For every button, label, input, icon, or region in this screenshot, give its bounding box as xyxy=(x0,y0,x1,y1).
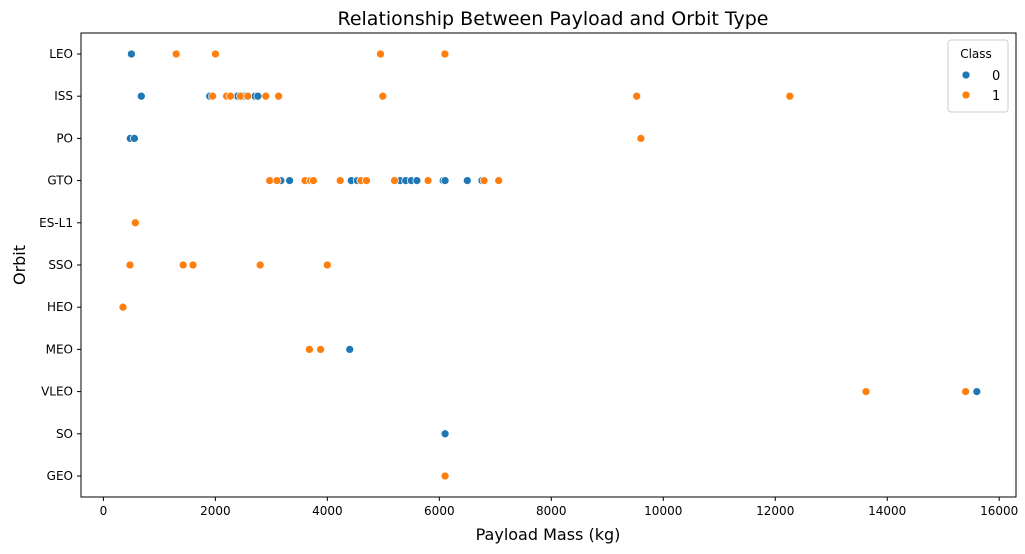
legend-title: Class xyxy=(960,47,992,61)
data-point-class-1 xyxy=(226,91,235,101)
legend-marker-class-0 xyxy=(961,70,971,80)
y-axis-label: Orbit xyxy=(10,245,29,285)
data-point-class-1 xyxy=(118,302,128,312)
y-tick-label: HEO xyxy=(47,300,73,314)
chart-title: Relationship Between Payload and Orbit T… xyxy=(337,8,768,30)
data-point-class-1 xyxy=(316,345,325,354)
data-point-class-0 xyxy=(440,429,450,439)
data-point-class-1 xyxy=(255,260,265,270)
data-point-class-1 xyxy=(265,176,275,185)
x-tick-label: 2000 xyxy=(200,504,231,518)
data-point-class-0 xyxy=(412,176,422,185)
x-axis-label: Payload Mass (kg) xyxy=(476,525,621,544)
data-point-class-1 xyxy=(272,176,282,185)
data-point-class-1 xyxy=(378,91,388,101)
y-tick-label: LEO xyxy=(49,47,73,61)
x-tick-label: 16000 xyxy=(980,504,1018,518)
data-point-class-1 xyxy=(274,91,283,101)
data-point-class-1 xyxy=(423,176,433,185)
data-point-class-1 xyxy=(243,91,253,101)
data-point-class-0 xyxy=(440,176,450,185)
data-point-class-1 xyxy=(309,176,318,185)
data-point-class-0 xyxy=(345,345,355,354)
data-point-class-1 xyxy=(130,218,140,228)
data-point-class-1 xyxy=(211,49,220,59)
data-point-class-1 xyxy=(171,49,181,59)
data-point-class-1 xyxy=(376,49,385,59)
data-point-class-1 xyxy=(236,91,245,101)
data-point-class-1 xyxy=(261,91,271,101)
data-point-class-1 xyxy=(861,387,871,396)
data-point-class-0 xyxy=(136,91,146,101)
y-tick-label: VLEO xyxy=(41,385,73,399)
x-tick-label: 0 xyxy=(100,504,108,518)
y-tick-label: MEO xyxy=(46,342,73,356)
data-point-class-1 xyxy=(961,387,970,396)
data-point-class-1 xyxy=(335,176,345,185)
y-tick-label: SSO xyxy=(48,258,73,272)
y-tick-label: GTO xyxy=(47,174,73,188)
y-tick-label: ISS xyxy=(54,89,73,103)
data-point-class-1 xyxy=(785,91,795,101)
data-point-class-0 xyxy=(130,134,139,143)
data-point-class-1 xyxy=(390,176,399,185)
data-point-class-1 xyxy=(305,345,314,354)
legend: Class 0 1 xyxy=(947,39,1009,113)
data-point-class-1 xyxy=(636,134,646,143)
y-tick-label: ES-L1 xyxy=(39,216,73,230)
legend-label-class-0: 0 xyxy=(992,69,1000,84)
x-tick-label: 6000 xyxy=(424,504,455,518)
x-tick-label: 4000 xyxy=(312,504,343,518)
data-point-class-0 xyxy=(127,49,136,59)
data-point-class-1 xyxy=(440,49,450,59)
plot-area-frame xyxy=(80,32,1017,498)
data-point-class-0 xyxy=(972,387,982,396)
data-point-class-1 xyxy=(479,176,489,185)
axis-ticks: 0 2000 4000 6000 8000 10000 12000 14000 16000 LEO… xyxy=(39,47,1018,518)
y-tick-label: GEO xyxy=(47,469,73,483)
data-points xyxy=(118,49,982,481)
data-point-class-1 xyxy=(632,91,642,101)
data-point-class-1 xyxy=(362,176,371,185)
data-point-class-0 xyxy=(285,176,294,185)
data-point-class-1 xyxy=(125,260,135,270)
data-point-class-0 xyxy=(462,176,472,185)
data-point-class-1 xyxy=(178,260,188,270)
data-point-class-1 xyxy=(208,91,217,101)
data-point-class-0 xyxy=(253,91,263,101)
data-point-class-1 xyxy=(494,176,504,185)
legend-marker-class-1 xyxy=(961,90,971,100)
x-tick-label: 10000 xyxy=(644,504,682,518)
legend-label-class-1: 1 xyxy=(992,89,1000,104)
data-point-class-1 xyxy=(188,260,198,270)
data-point-class-1 xyxy=(440,471,450,481)
x-tick-label: 12000 xyxy=(756,504,794,518)
x-tick-label: 14000 xyxy=(868,504,906,518)
y-tick-label: SO xyxy=(56,427,73,441)
data-point-class-1 xyxy=(322,260,332,270)
x-tick-label: 8000 xyxy=(536,504,567,518)
y-tick-label: PO xyxy=(56,131,73,145)
